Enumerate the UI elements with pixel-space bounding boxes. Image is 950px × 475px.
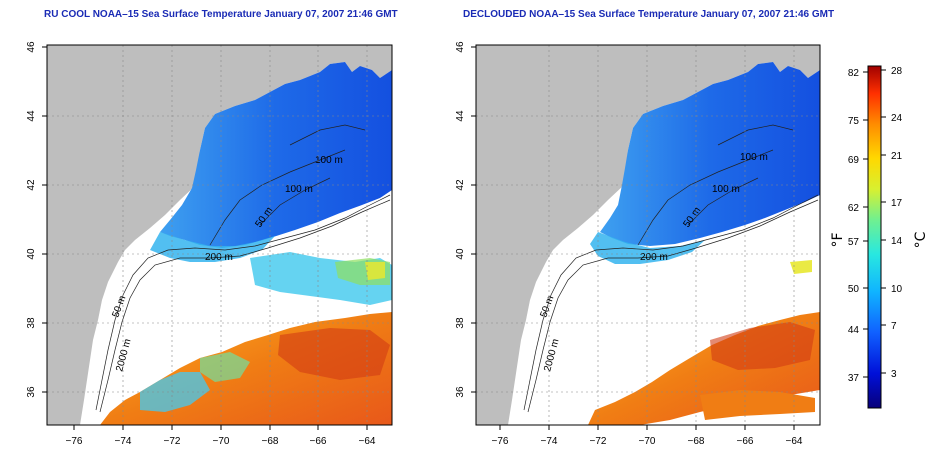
right-panel-title: DECLOUDED NOAA–15 Sea Surface Temperatur… xyxy=(463,9,835,20)
right-y-tick: 42 xyxy=(455,179,466,191)
right-contour-label-100m-b: 100 m xyxy=(712,184,740,195)
celsius-tick: 10 xyxy=(891,284,903,295)
right-x-tick: −74 xyxy=(541,436,558,447)
left-shelf-water xyxy=(150,232,275,262)
left-map: 100 m 100 m 50 m 200 m 50 m 2000 m xyxy=(47,45,392,425)
right-x-tick: −64 xyxy=(786,436,803,447)
left-panel-title: RU COOL NOAA–15 Sea Surface Temperature … xyxy=(44,9,398,20)
colorbar: 82 75 69 62 57 50 44 37 28 24 21 17 14 1… xyxy=(830,65,929,409)
right-y-tick: 38 xyxy=(455,317,466,329)
right-grid xyxy=(476,45,820,425)
right-land xyxy=(476,45,820,425)
left-cold-water xyxy=(160,62,392,248)
right-axis-ticks xyxy=(471,46,795,430)
right-x-tick: −68 xyxy=(688,436,705,447)
fahrenheit-tick: 82 xyxy=(848,68,860,79)
left-x-tick: −68 xyxy=(262,436,279,447)
left-y-tick: 38 xyxy=(26,317,37,329)
right-y-tick: 36 xyxy=(455,386,466,398)
right-x-tick: −76 xyxy=(492,436,509,447)
right-x-tick: −66 xyxy=(737,436,754,447)
celsius-tick: 7 xyxy=(891,321,897,332)
left-x-tick: −76 xyxy=(66,436,83,447)
left-y-tick: 44 xyxy=(26,110,37,122)
left-contour-label-100m-a: 100 m xyxy=(315,155,343,166)
left-axis-ticks xyxy=(42,46,368,430)
celsius-tick: 24 xyxy=(891,113,903,124)
colorbar-fahrenheit-labels: 82 75 69 62 57 50 44 37 xyxy=(848,68,860,384)
right-y-tick: 46 xyxy=(455,41,466,53)
fahrenheit-unit-label: °F xyxy=(830,232,846,247)
left-y-tick: 46 xyxy=(26,41,37,53)
left-y-tick-labels: 46 44 42 40 38 36 xyxy=(26,41,37,398)
right-y-tick-labels: 46 44 42 40 38 36 xyxy=(455,41,466,398)
left-y-tick: 40 xyxy=(26,248,37,260)
left-y-tick: 42 xyxy=(26,179,37,191)
fahrenheit-tick: 50 xyxy=(848,284,860,295)
fahrenheit-tick: 57 xyxy=(848,237,860,248)
right-contour-label-200m: 200 m xyxy=(640,252,668,263)
left-contour-label-200m: 200 m xyxy=(205,252,233,263)
right-contours xyxy=(523,124,819,413)
right-cold-water xyxy=(600,62,820,246)
fahrenheit-tick: 62 xyxy=(848,203,860,214)
left-y-tick: 36 xyxy=(26,386,37,398)
fahrenheit-tick: 37 xyxy=(848,373,860,384)
left-x-tick: −64 xyxy=(359,436,376,447)
left-grid xyxy=(47,45,392,425)
colorbar-celsius-labels: 28 24 21 17 14 10 7 3 xyxy=(891,66,903,380)
right-x-tick: −72 xyxy=(590,436,607,447)
celsius-tick: 28 xyxy=(891,66,903,77)
celsius-tick: 17 xyxy=(891,198,903,209)
colorbar-ticks xyxy=(863,69,886,378)
left-x-tick: −72 xyxy=(164,436,181,447)
left-x-tick: −66 xyxy=(310,436,327,447)
right-x-tick: −70 xyxy=(639,436,656,447)
right-y-tick: 44 xyxy=(455,110,466,122)
left-contour-labels: 100 m 100 m 50 m 200 m 50 m 2000 m xyxy=(110,155,342,373)
celsius-tick: 14 xyxy=(891,236,903,247)
celsius-tick: 3 xyxy=(891,369,897,380)
right-map: 100 m 100 m 50 m 200 m 50 m 2000 m xyxy=(476,45,820,425)
celsius-unit-label: °C xyxy=(913,231,929,248)
left-x-tick: −70 xyxy=(213,436,230,447)
left-x-tick-labels: −76 −74 −72 −70 −68 −66 −64 xyxy=(66,436,376,447)
colorbar-gradient xyxy=(867,65,882,409)
left-land xyxy=(47,45,392,425)
fahrenheit-tick: 69 xyxy=(848,155,860,166)
right-contour-label-100m-a: 100 m xyxy=(740,152,768,163)
right-x-tick-labels: −76 −74 −72 −70 −68 −66 −64 xyxy=(492,436,803,447)
left-contour-label-100m-b: 100 m xyxy=(285,184,313,195)
right-y-tick: 40 xyxy=(455,248,466,260)
fahrenheit-tick: 75 xyxy=(848,116,860,127)
fahrenheit-tick: 44 xyxy=(848,325,860,336)
left-x-tick: −74 xyxy=(115,436,132,447)
right-shelf-water xyxy=(590,232,705,264)
left-map-frame xyxy=(46,44,393,426)
right-map-frame xyxy=(475,44,821,426)
celsius-tick: 21 xyxy=(891,151,903,162)
